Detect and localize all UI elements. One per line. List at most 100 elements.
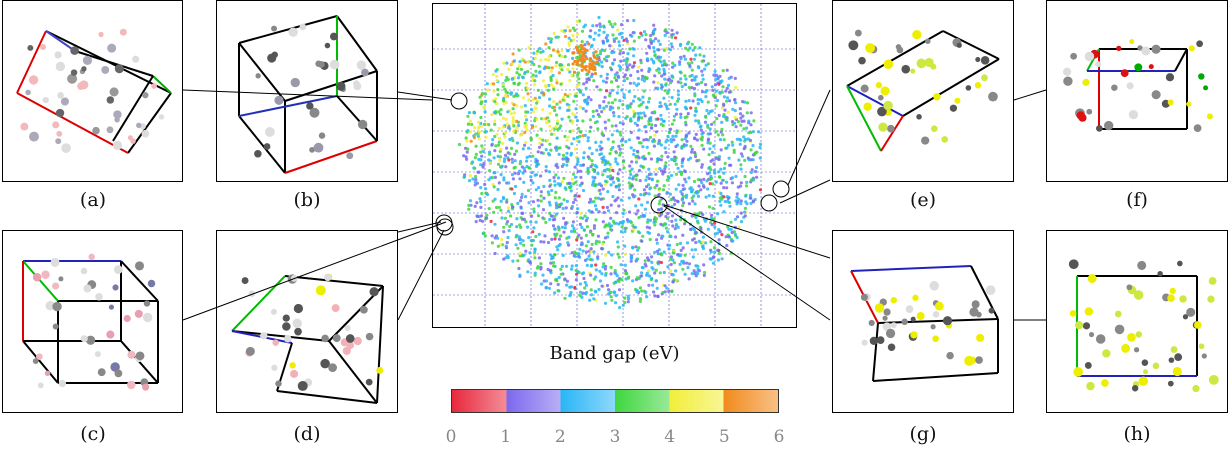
scatter-point	[649, 40, 653, 44]
tsne-scatter-plot	[432, 3, 797, 328]
scatter-point	[694, 264, 698, 268]
scatter-point	[549, 214, 553, 218]
scatter-point	[669, 262, 673, 267]
scatter-point	[578, 49, 582, 53]
scatter-point	[581, 249, 585, 253]
scatter-point	[533, 271, 537, 275]
scatter-point	[666, 265, 670, 269]
scatter-point	[724, 117, 728, 121]
scatter-point	[466, 114, 470, 118]
atom	[134, 309, 143, 318]
scatter-point	[727, 235, 731, 239]
scatter-point	[637, 35, 641, 39]
scatter-point	[659, 252, 663, 256]
cell-edge	[284, 140, 378, 174]
scatter-point	[589, 273, 593, 277]
scatter-point	[544, 42, 548, 46]
scatter-point	[555, 212, 559, 216]
scatter-point	[616, 74, 620, 78]
atom	[1120, 69, 1129, 78]
scatter-point	[515, 141, 519, 145]
cell-edge	[120, 260, 159, 302]
scatter-point	[652, 144, 656, 148]
scatter-point	[610, 124, 614, 128]
scatter-point	[474, 144, 478, 148]
atom	[1096, 125, 1103, 132]
scatter-point	[512, 124, 516, 128]
scatter-point	[631, 47, 635, 51]
atom	[114, 369, 123, 378]
atom	[123, 314, 131, 323]
scatter-point	[490, 113, 494, 117]
scatter-point	[610, 253, 614, 257]
scatter-point	[496, 187, 500, 192]
scatter-point	[675, 224, 679, 228]
atom	[1068, 259, 1079, 270]
atom	[956, 42, 962, 48]
scatter-point	[527, 166, 531, 170]
scatter-point	[548, 111, 552, 115]
scatter-point	[571, 51, 575, 55]
scatter-point	[659, 222, 663, 226]
scatter-point	[590, 43, 594, 47]
scatter-point	[574, 193, 578, 197]
atom	[854, 29, 862, 37]
scatter-point	[693, 150, 697, 155]
scatter-point	[665, 91, 670, 95]
scatter-point	[671, 196, 676, 200]
scatter-point	[580, 181, 584, 185]
scatter-point	[651, 39, 656, 43]
scatter-point	[518, 177, 522, 181]
colorbar-tick-3: 3	[609, 427, 621, 447]
atom	[85, 335, 96, 345]
scatter-point	[661, 172, 665, 176]
scatter-point	[714, 130, 718, 134]
scatter-point	[516, 67, 520, 71]
scatter-point	[527, 236, 531, 240]
atom	[858, 56, 866, 65]
scatter-point	[493, 197, 497, 201]
atom	[1198, 343, 1205, 350]
scatter-point	[554, 64, 558, 68]
scatter-point	[536, 150, 540, 154]
cell-edge	[231, 275, 286, 332]
scatter-point	[637, 97, 641, 101]
scatter-point	[481, 146, 485, 151]
atom	[971, 300, 980, 309]
colorbar-tick-4: 4	[664, 427, 676, 447]
scatter-point	[482, 231, 486, 235]
atom	[245, 346, 255, 356]
scatter-point	[523, 70, 527, 74]
scatter-point	[733, 109, 737, 113]
atom	[1082, 78, 1090, 86]
scatter-point	[676, 89, 680, 93]
scatter-point	[652, 220, 656, 224]
scatter-point	[613, 290, 617, 295]
scatter-point	[643, 75, 647, 79]
scatter-point	[653, 133, 657, 137]
scatter-point	[601, 39, 605, 43]
scatter-point	[588, 197, 593, 201]
scatter-point	[608, 107, 612, 112]
scatter-point	[525, 118, 529, 122]
scatter-point	[577, 83, 581, 87]
scatter-point	[605, 76, 609, 80]
scatter-point	[597, 210, 601, 214]
scatter-point	[496, 93, 500, 97]
atom	[297, 380, 308, 391]
scatter-point	[643, 157, 647, 161]
scatter-point	[471, 160, 475, 164]
atom	[27, 44, 34, 51]
scatter-point	[657, 67, 661, 71]
scatter-point	[684, 123, 688, 127]
scatter-point	[549, 253, 553, 257]
scatter-point	[613, 76, 617, 80]
scatter-point	[510, 160, 515, 164]
scatter-point	[624, 37, 628, 41]
scatter-point	[626, 52, 630, 56]
scatter-point	[659, 55, 663, 60]
scatter-point	[606, 292, 611, 296]
scatter-point	[593, 71, 598, 76]
scatter-point	[537, 204, 541, 208]
scatter-point	[674, 162, 678, 166]
